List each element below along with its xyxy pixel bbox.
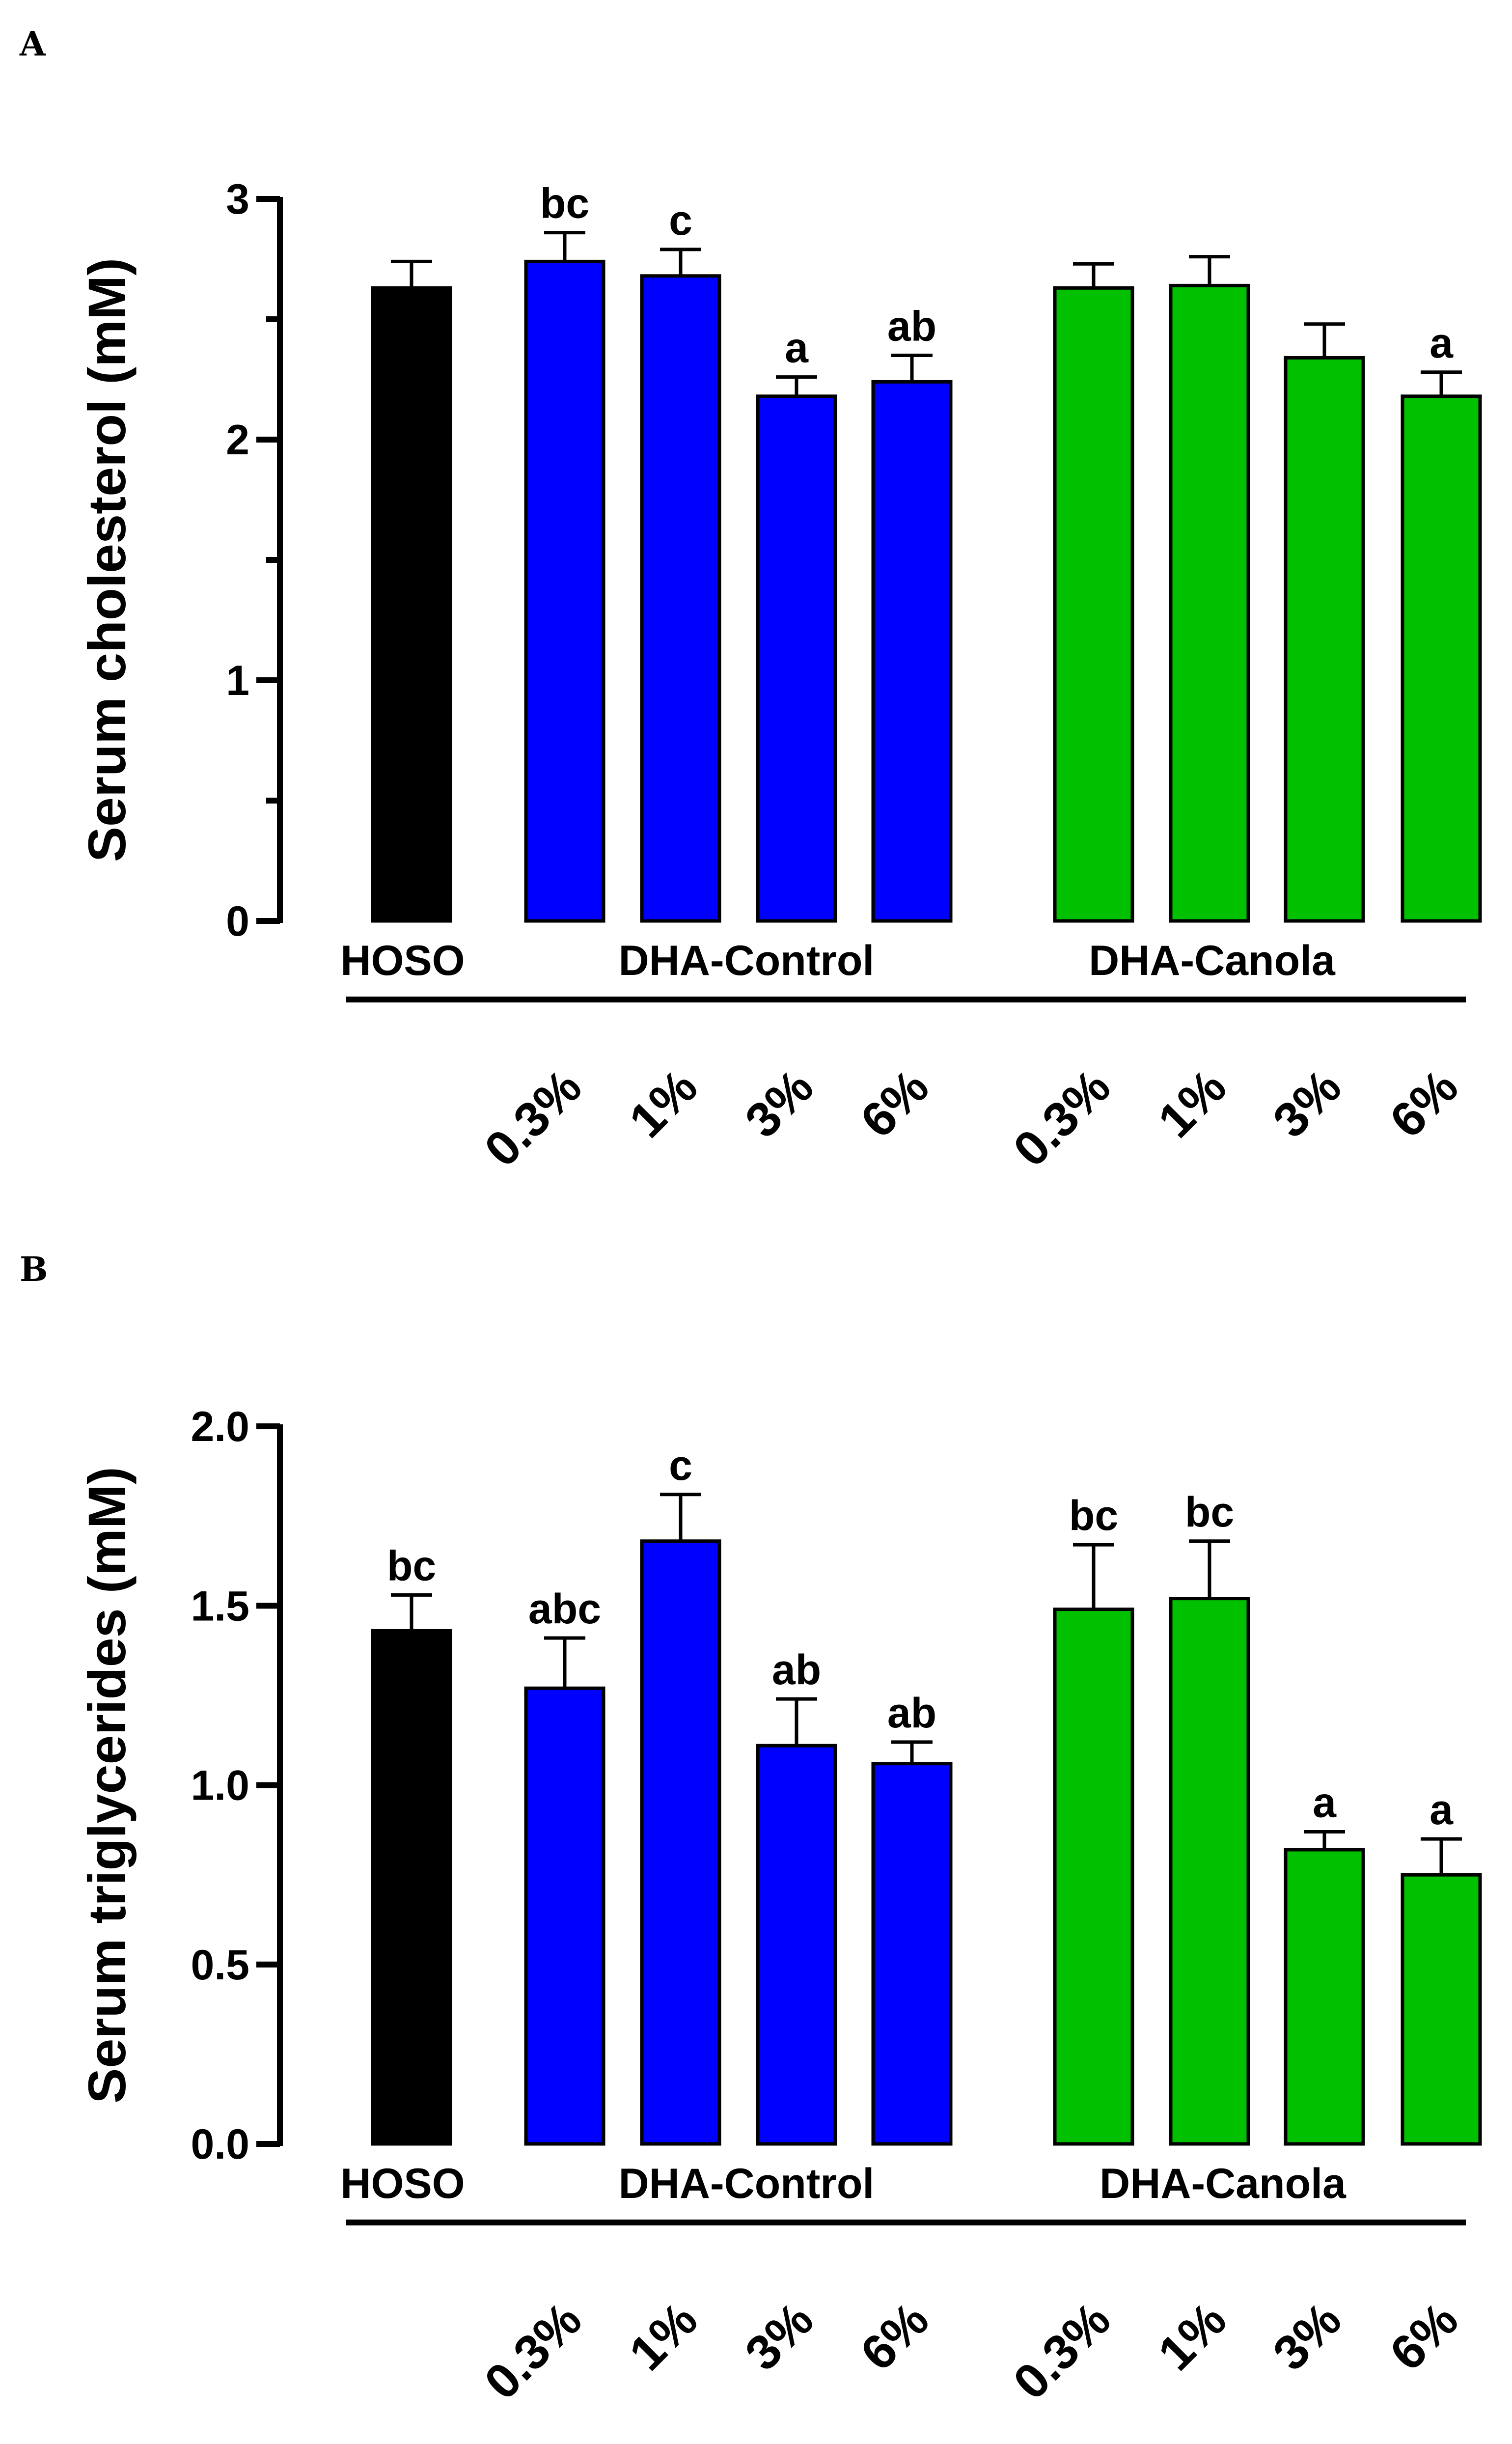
p1-category-label: 0.3% bbox=[474, 1059, 592, 1177]
p2-significance-label: bc bbox=[1185, 1489, 1234, 1536]
p2-category-label: 1% bbox=[619, 2292, 708, 2381]
p1-significance-label: a bbox=[785, 325, 809, 372]
p1-bar-6 bbox=[1053, 286, 1134, 923]
p2-group-label: DHA-Canola bbox=[1100, 2160, 1347, 2207]
p1-y-tick-label: 3 bbox=[226, 176, 249, 223]
p2-bar-2 bbox=[524, 1686, 605, 2146]
p1-bar-8 bbox=[1284, 356, 1365, 923]
p2-category-label: 6% bbox=[850, 2292, 939, 2381]
p1-category-label: 6% bbox=[850, 1059, 939, 1148]
p1-category-label: 1% bbox=[619, 1059, 708, 1148]
p1-y-axis-title: Serum cholesterol (mM) bbox=[77, 258, 137, 862]
p1-bar-1 bbox=[371, 286, 452, 923]
p2-y-tick-label: 0.5 bbox=[191, 1942, 249, 1989]
p1-y-tick-label: 1 bbox=[226, 657, 249, 704]
p2-significance-label: a bbox=[1313, 1779, 1337, 1826]
p1-category-label: 3% bbox=[1263, 1059, 1351, 1148]
p2-y-tick-label: 1.0 bbox=[191, 1762, 249, 1809]
p1-significance-label: a bbox=[1430, 320, 1454, 367]
p1-group-label: DHA-Control bbox=[619, 937, 875, 984]
p2-bar-1 bbox=[371, 1629, 452, 2146]
p2-bar-6 bbox=[1053, 1608, 1134, 2146]
p1-significance-label: ab bbox=[887, 303, 936, 350]
p2-category-label: 3% bbox=[735, 2292, 824, 2381]
p1-bar-2 bbox=[524, 259, 605, 923]
p2-significance-label: ab bbox=[887, 1690, 936, 1737]
p2-category-label: 0.3% bbox=[474, 2292, 592, 2410]
p1-bar-4 bbox=[756, 394, 837, 923]
p2-category-label: 6% bbox=[1379, 2292, 1468, 2381]
p1-category-label: 6% bbox=[1379, 1059, 1468, 1148]
p2-significance-label: bc bbox=[387, 1542, 436, 1589]
p1-category-label: 0.3% bbox=[1003, 1059, 1121, 1177]
p1-group-label: HOSO bbox=[340, 937, 465, 984]
p2-group-label: DHA-Control bbox=[619, 2160, 875, 2207]
p2-significance-label: a bbox=[1430, 1786, 1454, 1833]
p2-y-tick-label: 0.0 bbox=[191, 2121, 249, 2168]
chart-triglycerides: 0.0 0.5 1.0 1.5 2.0 Serum triglycerides (mM) b… bbox=[77, 1403, 1482, 2410]
p2-y-tick-label: 1.5 bbox=[191, 1583, 249, 1630]
p2-bar-8 bbox=[1284, 1848, 1365, 2146]
panel-b-letter: B bbox=[20, 1250, 48, 1289]
p2-category-label: 3% bbox=[1263, 2292, 1351, 2381]
chart-cholesterol: 0 1 2 3 Serum cholesterol (mM) bc c a ab a HOSO DHA… bbox=[77, 176, 1482, 1177]
p2-significance-label: bc bbox=[1069, 1492, 1118, 1539]
p2-category-label: 1% bbox=[1148, 2292, 1237, 2381]
p2-significance-label: c bbox=[669, 1442, 692, 1489]
p1-y-tick-label: 2 bbox=[226, 417, 249, 464]
p2-category-label: 0.3% bbox=[1003, 2292, 1121, 2410]
p1-significance-label: c bbox=[669, 197, 692, 244]
p1-bar-3 bbox=[640, 274, 721, 923]
p2-group-label: HOSO bbox=[340, 2160, 465, 2207]
p2-bar-7 bbox=[1169, 1597, 1250, 2146]
p2-y-tick-label: 2.0 bbox=[191, 1403, 249, 1450]
p2-significance-label: ab bbox=[772, 1646, 821, 1694]
p2-bar-3 bbox=[640, 1539, 721, 2146]
p2-significance-label: abc bbox=[528, 1585, 601, 1633]
p1-category-label: 1% bbox=[1148, 1059, 1237, 1148]
p1-significance-label: bc bbox=[540, 180, 589, 227]
p1-group-label: DHA-Canola bbox=[1089, 937, 1336, 984]
p2-bar-4 bbox=[756, 1744, 837, 2146]
p2-bar-9 bbox=[1401, 1873, 1482, 2146]
p1-bar-7 bbox=[1169, 283, 1250, 923]
p2-bar-5 bbox=[871, 1762, 953, 2146]
p1-bar-9 bbox=[1401, 394, 1482, 923]
p1-category-label: 3% bbox=[735, 1059, 824, 1148]
p2-y-axis-title: Serum triglycerides (mM) bbox=[77, 1467, 137, 2103]
p1-y-tick-label: 0 bbox=[226, 898, 249, 945]
p1-bar-5 bbox=[871, 380, 953, 923]
panel-a-letter: A bbox=[20, 25, 46, 64]
